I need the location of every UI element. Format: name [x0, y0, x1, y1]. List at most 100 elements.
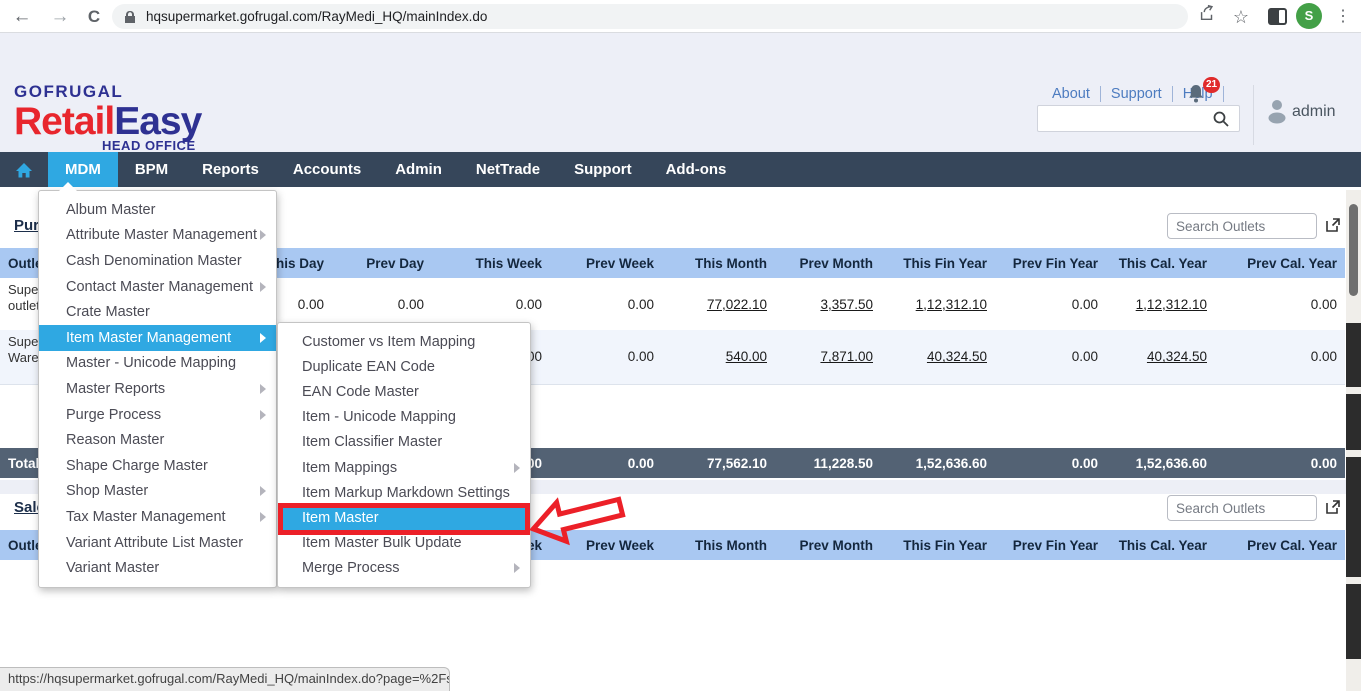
value-link[interactable]: 77,022.10: [662, 278, 775, 330]
scrollbar-segment: [1346, 457, 1361, 577]
notification-bell-icon[interactable]: [1186, 83, 1206, 110]
menu-item-cash-denomination-master[interactable]: Cash Denomination Master: [39, 248, 276, 274]
header-divider: [1253, 85, 1254, 145]
value-cell: 0.00: [550, 330, 662, 385]
side-panel-icon[interactable]: [1268, 8, 1287, 25]
value-link[interactable]: 7,871.00: [775, 330, 881, 385]
menu-item-master-reports[interactable]: Master Reports: [39, 376, 276, 402]
col-prev-cal-year[interactable]: Prev Cal. Year: [1215, 248, 1345, 278]
submenu-item-customer-vs-item-mapping[interactable]: Customer vs Item Mapping: [278, 329, 530, 354]
browser-menu-icon[interactable]: ⋮: [1335, 8, 1351, 25]
value-link[interactable]: 1,12,312.10: [1106, 278, 1215, 330]
nav-tab-accounts[interactable]: Accounts: [292, 161, 362, 178]
menu-item-label: Purge Process: [66, 406, 162, 423]
col-prev-month[interactable]: Prev Month: [775, 530, 881, 560]
col-this-cal-year[interactable]: This Cal. Year: [1106, 248, 1215, 278]
submenu-item-item-mappings[interactable]: Item Mappings: [278, 455, 530, 480]
gofrugal-logo[interactable]: GOFRUGAL RetailEasy HEAD OFFICE: [14, 82, 202, 153]
col-prev-fin-year[interactable]: Prev Fin Year: [995, 248, 1106, 278]
menu-item-tax-master-management[interactable]: Tax Master Management: [39, 504, 276, 530]
col-this-fin-year[interactable]: This Fin Year: [881, 248, 995, 278]
back-icon[interactable]: ←: [12, 6, 32, 27]
page-scrollbar[interactable]: [1346, 190, 1361, 691]
submenu-item-item-unicode-mapping[interactable]: Item - Unicode Mapping: [278, 405, 530, 430]
submenu-arrow-icon: [260, 230, 266, 241]
value-cell: 0.00: [995, 278, 1106, 330]
menu-item-label: Item Master: [302, 510, 379, 527]
col-prev-week[interactable]: Prev Week: [550, 530, 662, 560]
col-prev-day[interactable]: Prev Day: [332, 248, 432, 278]
menu-item-album-master[interactable]: Album Master: [39, 197, 276, 223]
menu-item-shape-charge-master[interactable]: Shape Charge Master: [39, 453, 276, 479]
value-link[interactable]: 40,324.50: [1106, 330, 1215, 385]
purchase-search-outlets-input[interactable]: [1167, 213, 1317, 239]
value-link[interactable]: 540.00: [662, 330, 775, 385]
submenu-item-item-master[interactable]: Item Master: [278, 505, 530, 531]
menu-item-attribute-master-management[interactable]: Attribute Master Management: [39, 223, 276, 249]
menu-item-label: Cash Denomination Master: [66, 252, 242, 269]
col-prev-cal-year[interactable]: Prev Cal. Year: [1215, 530, 1345, 560]
about-link[interactable]: About: [1042, 86, 1101, 102]
user-avatar-icon[interactable]: [1262, 95, 1292, 130]
col-this-month[interactable]: This Month: [662, 530, 775, 560]
submenu-item-merge-process[interactable]: Merge Process: [278, 556, 530, 581]
notification-badge: 21: [1203, 77, 1221, 93]
submenu-item-item-master-bulk-update[interactable]: Item Master Bulk Update: [278, 531, 530, 556]
browser-profile-avatar[interactable]: S: [1296, 3, 1322, 29]
menu-item-contact-master-management[interactable]: Contact Master Management: [39, 274, 276, 300]
value-link[interactable]: 3,357.50: [775, 278, 881, 330]
home-tab[interactable]: [0, 152, 48, 187]
reload-icon[interactable]: C: [87, 7, 101, 26]
nav-tab-addons[interactable]: Add-ons: [665, 161, 727, 178]
col-this-fin-year[interactable]: This Fin Year: [881, 530, 995, 560]
total-cell: 11,228.50: [775, 448, 881, 478]
col-prev-fin-year[interactable]: Prev Fin Year: [995, 530, 1106, 560]
submenu-item-ean-code-master[interactable]: EAN Code Master: [278, 379, 530, 404]
scrollbar-thumb[interactable]: [1349, 204, 1358, 296]
menu-item-label: Shop Master: [66, 483, 149, 500]
address-bar[interactable]: hqsupermarket.gofrugal.com/RayMedi_HQ/ma…: [112, 4, 1188, 29]
nav-tab-support[interactable]: Support: [574, 161, 632, 178]
share-icon[interactable]: [1194, 4, 1220, 30]
sales-expand-icon[interactable]: [1325, 499, 1341, 520]
nav-tab-admin[interactable]: Admin: [395, 161, 442, 178]
menu-item-variant-master[interactable]: Variant Master: [39, 555, 276, 581]
menu-item-item-master-management[interactable]: Item Master Management: [39, 324, 276, 351]
username-label[interactable]: admin: [1292, 103, 1336, 120]
submenu-arrow-icon: [260, 383, 266, 394]
menu-item-variant-attribute-list-master[interactable]: Variant Attribute List Master: [39, 530, 276, 556]
bookmark-star-icon[interactable]: ☆: [1232, 7, 1250, 27]
value-cell: 0.00: [1215, 278, 1345, 330]
search-icon[interactable]: [1212, 110, 1230, 133]
nav-tab-mdm[interactable]: MDM: [48, 152, 118, 187]
col-prev-week[interactable]: Prev Week: [550, 248, 662, 278]
browser-toolbar: ← → C hqsupermarket.gofrugal.com/RayMedi…: [0, 0, 1361, 33]
menu-item-shop-master[interactable]: Shop Master: [39, 479, 276, 505]
col-this-month[interactable]: This Month: [662, 248, 775, 278]
col-this-cal-year[interactable]: This Cal. Year: [1106, 530, 1215, 560]
menu-item-crate-master[interactable]: Crate Master: [39, 299, 276, 325]
logo-easy: Easy: [114, 100, 202, 143]
menu-item-label: Crate Master: [66, 304, 150, 321]
purchase-expand-icon[interactable]: [1325, 217, 1341, 238]
forward-icon[interactable]: →: [50, 6, 70, 27]
support-link[interactable]: Support: [1100, 86, 1173, 102]
submenu-item-duplicate-ean-code[interactable]: Duplicate EAN Code: [278, 354, 530, 379]
submenu-item-item-markup-markdown-settings[interactable]: Item Markup Markdown Settings: [278, 480, 530, 505]
total-cell: 1,52,636.60: [881, 448, 995, 478]
submenu-item-item-classifier-master[interactable]: Item Classifier Master: [278, 430, 530, 455]
menu-item-label: Item Mappings: [302, 459, 398, 476]
col-prev-month[interactable]: Prev Month: [775, 248, 881, 278]
sales-search-outlets-input[interactable]: [1167, 495, 1317, 521]
header-search-input[interactable]: [1037, 105, 1240, 132]
col-this-week[interactable]: This Week: [432, 248, 550, 278]
value-link[interactable]: 40,324.50: [881, 330, 995, 385]
value-link[interactable]: 1,12,312.10: [881, 278, 995, 330]
nav-tab-bpm[interactable]: BPM: [134, 161, 169, 178]
menu-item-reason-master[interactable]: Reason Master: [39, 427, 276, 453]
menu-item-purge-process[interactable]: Purge Process: [39, 402, 276, 428]
nav-tab-nettrade[interactable]: NetTrade: [475, 161, 541, 178]
outlet-line2: Wareh: [8, 350, 46, 365]
menu-item-master-unicode-mapping[interactable]: Master - Unicode Mapping: [39, 351, 276, 377]
nav-tab-reports[interactable]: Reports: [202, 161, 259, 178]
